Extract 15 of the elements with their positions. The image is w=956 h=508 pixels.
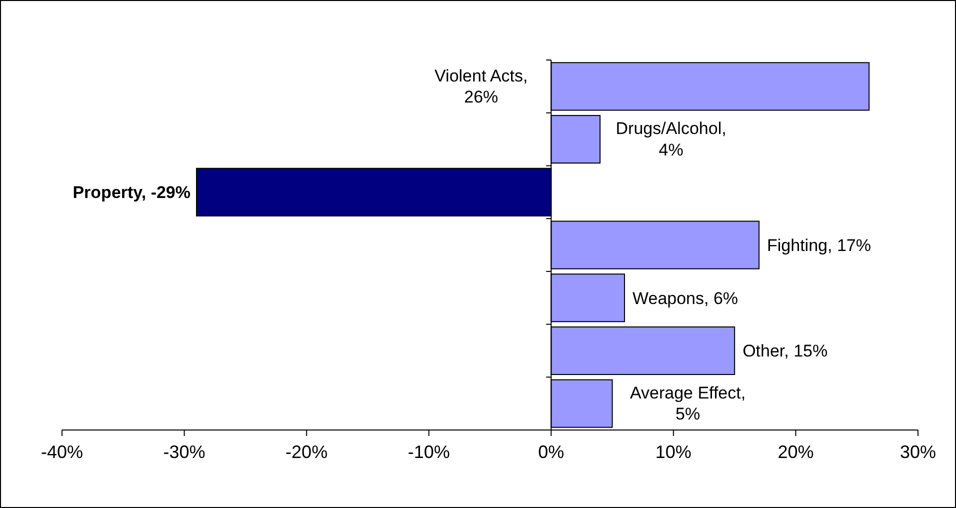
x-tick-label: 10% <box>655 442 692 462</box>
data-label: Drugs/Alcohol, 4% <box>616 119 726 160</box>
x-tick-label: -40% <box>40 442 84 462</box>
x-tick-label: 0% <box>538 442 564 462</box>
x-tick-label: 20% <box>778 442 814 462</box>
x-tick-label: -10% <box>408 442 450 462</box>
data-label: Weapons, 6% <box>632 288 738 308</box>
x-tick-label: -30% <box>163 442 206 462</box>
x-tick-label: -20% <box>286 442 328 462</box>
data-label: Violent Acts, 26% <box>434 66 528 107</box>
data-label: Other, 15% <box>742 342 828 361</box>
data-label: Average Effect, 5% <box>630 383 746 424</box>
x-tick-label: 30% <box>900 442 936 462</box>
data-label: Fighting, 17% <box>767 236 871 255</box>
data-label: Property, -29% <box>72 183 191 202</box>
